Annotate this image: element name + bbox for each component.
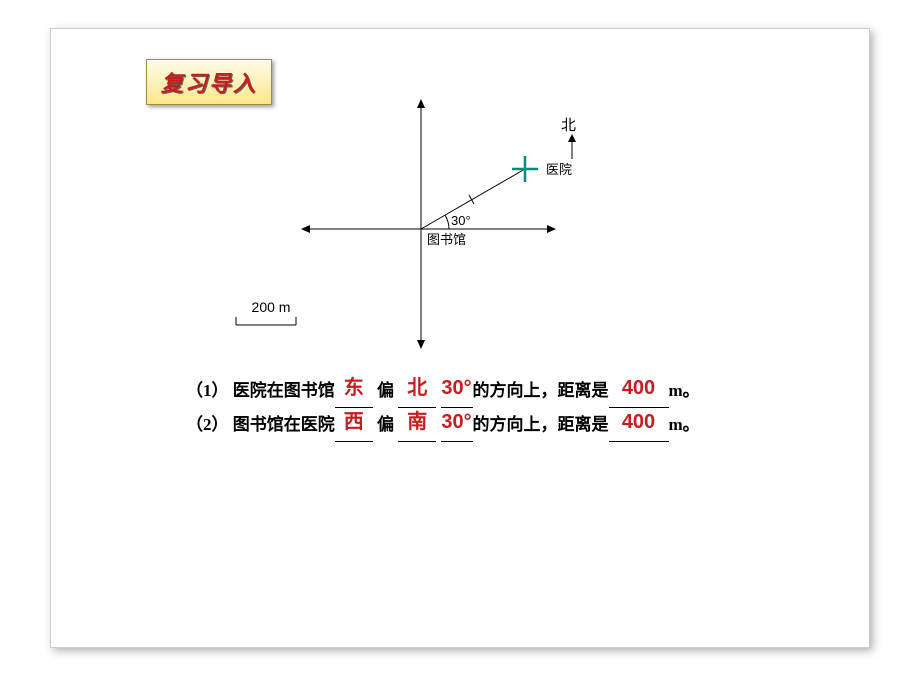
q2-p1: 图书馆在医院 (233, 415, 335, 434)
q1-p1: 医院在图书馆 (233, 381, 335, 400)
q2-ans4: 400 (622, 402, 655, 442)
coordinate-diagram: 图书馆 医院 30° (271, 94, 651, 374)
origin-label: 图书馆 (427, 232, 466, 247)
q1-p2: 偏 (377, 381, 394, 400)
angle-label: 30° (451, 213, 471, 228)
q1-num: （1） (186, 381, 229, 400)
scale-line-icon (231, 315, 301, 330)
scale-bar: 200 m (231, 299, 311, 335)
q2-blank1: 西 (335, 420, 373, 442)
q1-p3: 的方向上，距离是 (473, 381, 609, 400)
q2-blank3: 30° (441, 420, 473, 442)
q2-p3: 的方向上，距离是 (473, 415, 609, 434)
title-badge: 复习导入 (146, 59, 272, 105)
q2-p2: 偏 (377, 415, 394, 434)
question-2: （2） 图书馆在医院西 偏 南 30°的方向上，距离是400m。 (186, 408, 866, 442)
slide-container: 复习导入 北 (50, 28, 870, 648)
q2-blank4: 400 (609, 420, 669, 442)
hospital-label: 医院 (546, 162, 572, 177)
q2-unit: m。 (669, 415, 700, 434)
q2-num: （2） (186, 415, 229, 434)
q2-ans2: 南 (407, 402, 427, 442)
title-text: 复习导入 (161, 71, 257, 96)
question-1: （1） 医院在图书馆东 偏 北 30°的方向上，距离是400m。 (186, 374, 866, 408)
scale-label: 200 m (231, 299, 311, 315)
diagram-area: 图书馆 医院 30° (271, 94, 651, 374)
q1-unit: m。 (669, 381, 700, 400)
q2-blank2: 南 (398, 420, 436, 442)
q2-ans1: 西 (344, 402, 364, 442)
q2-ans3: 30° (441, 402, 471, 442)
questions-block: （1） 医院在图书馆东 偏 北 30°的方向上，距离是400m。 （2） 图书馆… (186, 374, 866, 442)
